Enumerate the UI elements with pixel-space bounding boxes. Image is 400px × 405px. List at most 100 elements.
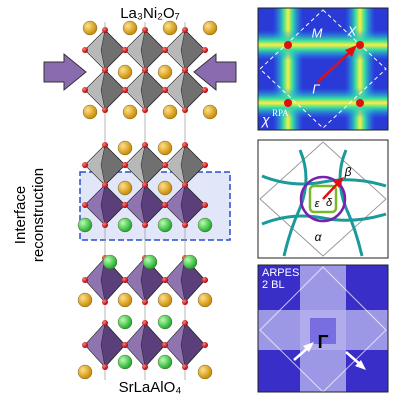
atom xyxy=(202,104,218,120)
label: χ xyxy=(260,112,270,128)
oxygen xyxy=(162,162,168,168)
atom xyxy=(117,140,133,156)
band xyxy=(258,88,388,118)
band xyxy=(258,30,388,60)
oxygen xyxy=(202,277,208,283)
crystal-structure xyxy=(77,20,231,380)
oxygen xyxy=(122,342,128,348)
arrow-left xyxy=(43,52,87,92)
oxygen xyxy=(142,107,148,113)
label: δ xyxy=(326,197,333,209)
oxygen xyxy=(82,202,88,208)
oxygen xyxy=(202,87,208,93)
oxygen xyxy=(202,47,208,53)
oxygen xyxy=(182,222,188,228)
frame xyxy=(257,7,389,131)
oxygen xyxy=(82,87,88,93)
oxygen xyxy=(102,364,108,370)
oxygen xyxy=(122,47,128,53)
oxygen xyxy=(182,182,188,188)
atom xyxy=(162,104,178,120)
oxygen xyxy=(182,142,188,148)
oxygen xyxy=(102,320,108,326)
oxygen xyxy=(162,277,168,283)
atom xyxy=(77,217,93,233)
atom xyxy=(117,180,133,196)
oxygen xyxy=(202,202,208,208)
title: La₃Ni₂O₇ xyxy=(120,5,180,22)
atom xyxy=(162,20,178,36)
oxygen xyxy=(182,107,188,113)
atom xyxy=(157,64,173,80)
label: ε xyxy=(315,198,320,210)
atom xyxy=(122,20,138,36)
oxygen xyxy=(122,162,128,168)
q-arrow xyxy=(317,49,353,83)
oxygen xyxy=(142,27,148,33)
arrows xyxy=(43,52,237,92)
label: RPA xyxy=(272,108,289,118)
oxygen xyxy=(142,222,148,228)
atom xyxy=(82,104,98,120)
frame xyxy=(257,264,389,393)
oxygen xyxy=(162,47,168,53)
oxygen xyxy=(122,202,128,208)
atom xyxy=(77,292,93,308)
oxygen xyxy=(202,162,208,168)
oxygen xyxy=(142,320,148,326)
oxygen xyxy=(102,222,108,228)
side-label-line: Interface xyxy=(12,186,29,244)
atom xyxy=(117,217,133,233)
oxygen xyxy=(82,342,88,348)
atom xyxy=(77,364,93,380)
oxygen xyxy=(162,202,168,208)
label: β xyxy=(344,165,352,179)
oxygen xyxy=(142,364,148,370)
atom xyxy=(157,292,173,308)
rpa-panel: M X Γ χ RPA xyxy=(258,8,388,130)
oxygen xyxy=(182,364,188,370)
atom xyxy=(117,354,133,370)
atom xyxy=(102,254,118,270)
oxygen xyxy=(182,299,188,305)
atom xyxy=(117,64,133,80)
substrate-label: SrLaAlO₄ xyxy=(119,379,182,396)
atom xyxy=(157,314,173,330)
atom xyxy=(142,254,158,270)
label: M xyxy=(312,25,323,40)
oxygen xyxy=(102,182,108,188)
label: α xyxy=(315,230,323,244)
label: Γ xyxy=(312,81,320,96)
atom xyxy=(157,354,173,370)
atom xyxy=(117,314,133,330)
fermi-surface-panel: β ε δ α xyxy=(257,139,389,259)
atom xyxy=(117,292,133,308)
atom xyxy=(157,140,173,156)
oxygen xyxy=(122,277,128,283)
label: Γ xyxy=(318,332,329,352)
atom xyxy=(122,104,138,120)
oxygen xyxy=(102,67,108,73)
oxygen xyxy=(202,342,208,348)
oxygen xyxy=(142,67,148,73)
label: X xyxy=(347,23,358,38)
atom xyxy=(157,180,173,196)
oxygen xyxy=(182,27,188,33)
arpes-panel: ARPES 2 BL Γ xyxy=(258,265,388,392)
label: ARPES xyxy=(262,267,299,279)
oxygen xyxy=(122,87,128,93)
oxygen xyxy=(142,299,148,305)
atom xyxy=(197,364,213,380)
oxygen xyxy=(142,142,148,148)
oxygen xyxy=(102,142,108,148)
atom xyxy=(202,20,218,36)
oxygen xyxy=(82,277,88,283)
oxygen xyxy=(102,27,108,33)
arrow-right xyxy=(193,52,237,92)
oxygen xyxy=(82,162,88,168)
atom xyxy=(197,217,213,233)
oxygen xyxy=(182,67,188,73)
side-label-line: reconstruction xyxy=(30,168,47,262)
oxygen xyxy=(102,107,108,113)
